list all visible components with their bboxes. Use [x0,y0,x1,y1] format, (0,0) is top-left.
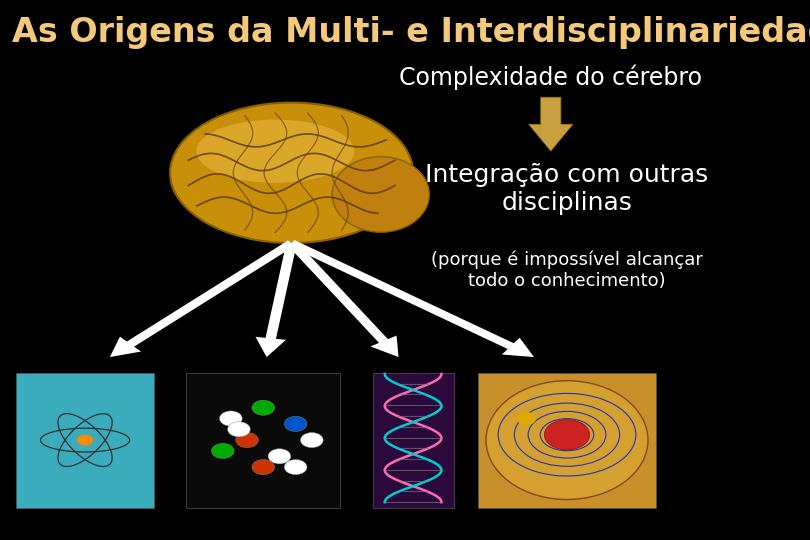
Bar [186,373,340,508]
Text: Integração com outras
disciplinas: Integração com outras disciplinas [425,163,709,215]
Circle shape [220,411,242,426]
Circle shape [236,433,258,448]
Bar [373,373,454,508]
Circle shape [301,433,323,448]
Text: As Origens da Multi- e Interdisciplinariedade: As Origens da Multi- e Interdisciplinari… [12,16,810,49]
Ellipse shape [196,119,355,183]
FancyArrow shape [110,240,295,357]
Ellipse shape [486,381,648,500]
Circle shape [77,435,93,446]
Circle shape [544,420,590,450]
Circle shape [284,460,307,475]
Ellipse shape [332,157,429,232]
Ellipse shape [170,118,413,238]
Circle shape [252,460,275,475]
Text: Complexidade do cérebro: Complexidade do cérebro [399,65,702,90]
Circle shape [211,443,234,458]
Ellipse shape [170,103,413,243]
FancyArrow shape [255,242,296,357]
FancyArrow shape [287,241,399,357]
Bar [478,373,656,508]
Bar [16,373,154,508]
Circle shape [268,449,291,464]
Circle shape [284,416,307,431]
Circle shape [252,400,275,415]
FancyArrow shape [288,240,534,357]
Circle shape [517,412,536,425]
Text: (porque é impossível alcançar
todo o conhecimento): (porque é impossível alcançar todo o con… [431,251,703,289]
Circle shape [228,422,250,437]
FancyArrow shape [529,97,573,151]
